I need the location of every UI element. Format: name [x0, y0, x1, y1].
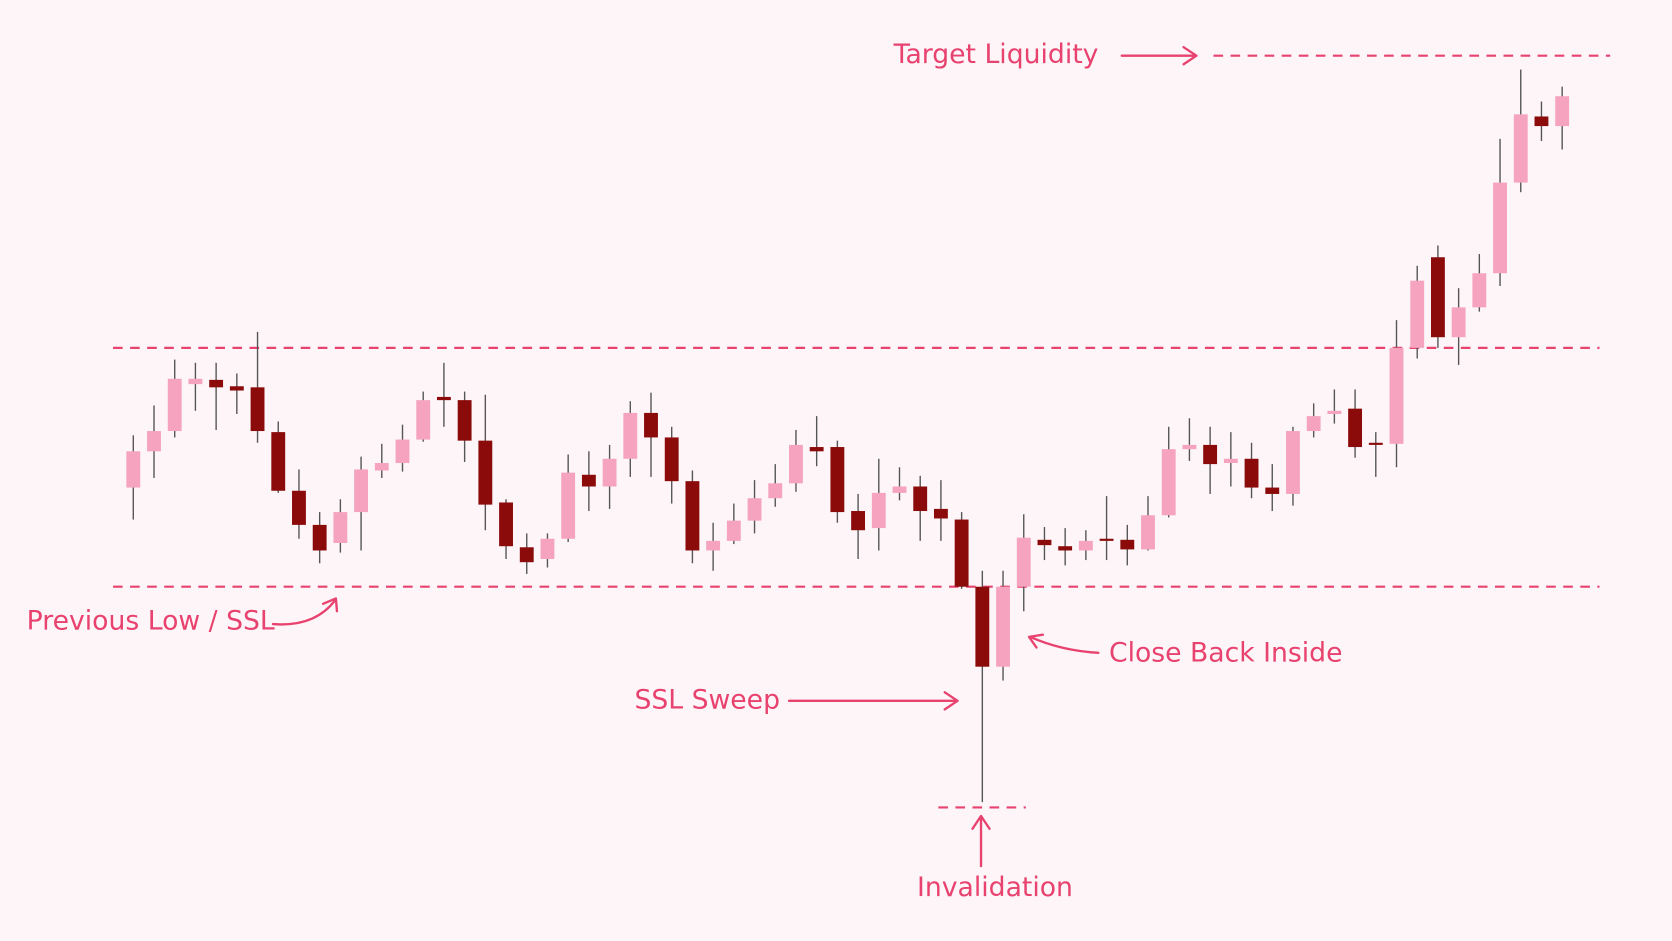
- arrows: [271, 45, 1198, 868]
- candle-body: [602, 458, 617, 487]
- candle-body: [1037, 539, 1052, 546]
- candle-body: [1099, 538, 1114, 541]
- candle-body: [706, 540, 721, 551]
- candle-body: [1265, 487, 1280, 494]
- candle-body: [1493, 182, 1507, 274]
- candle-body: [871, 492, 886, 529]
- candle-body: [851, 511, 866, 531]
- arrow: [787, 691, 959, 711]
- candle-body: [1451, 307, 1466, 338]
- candle-body: [188, 378, 203, 385]
- candle-body: [644, 412, 658, 438]
- candle-body: [1016, 537, 1031, 587]
- candle-body: [1203, 444, 1218, 465]
- candle-body: [250, 387, 265, 432]
- annotation: SSL Sweep: [634, 684, 780, 715]
- candle-body: [1286, 431, 1300, 494]
- candle-body: [809, 447, 824, 452]
- candle-body: [354, 469, 369, 513]
- candle-body: [561, 472, 576, 539]
- arrow: [1027, 633, 1100, 655]
- candle-body: [416, 400, 431, 440]
- annotation: Previous Low / SSL: [27, 605, 275, 636]
- annotation: Invalidation: [917, 872, 1073, 903]
- candle-body: [1430, 257, 1445, 338]
- candle-body: [892, 486, 907, 493]
- candle-body: [1513, 114, 1528, 183]
- candle-body: [664, 437, 679, 482]
- candle-body: [685, 481, 700, 551]
- candle-body: [1327, 410, 1342, 414]
- candle-body: [229, 386, 244, 391]
- candle-body: [913, 486, 928, 512]
- candle-body: [167, 378, 182, 432]
- candle-body: [996, 586, 1010, 667]
- candle-body: [954, 519, 969, 587]
- candle-body: [1078, 540, 1093, 551]
- candle-body: [457, 400, 472, 441]
- candle-body: [830, 447, 845, 513]
- candle-body: [540, 538, 555, 560]
- candle-body: [333, 512, 348, 544]
- arrow: [271, 597, 339, 626]
- candle-body: [726, 520, 741, 541]
- candle-body: [768, 483, 783, 499]
- candle-body: [623, 412, 638, 459]
- candle-body: [1058, 546, 1073, 551]
- candle-body: [1141, 515, 1155, 550]
- candle-body: [1534, 116, 1549, 127]
- candle-body: [1306, 416, 1321, 432]
- candle-body: [1120, 539, 1135, 550]
- arrow: [1120, 45, 1198, 66]
- candle-body: [581, 474, 596, 487]
- candle-body: [1182, 444, 1197, 450]
- candle-body: [147, 431, 161, 452]
- candle-body: [747, 498, 762, 521]
- candle-body: [209, 379, 224, 388]
- candle-body: [975, 586, 990, 667]
- arrow: [971, 814, 991, 868]
- candle-body: [1244, 458, 1259, 488]
- candle-body: [1389, 347, 1404, 444]
- annotation: Target Liquidity: [893, 39, 1099, 70]
- candle-body: [478, 440, 493, 505]
- candle-body: [933, 508, 948, 519]
- candle-body: [789, 444, 803, 484]
- candle-body: [312, 524, 327, 551]
- candle-body: [1368, 442, 1383, 445]
- candle-body: [1223, 458, 1238, 464]
- candle-body: [519, 547, 534, 563]
- candle-body: [1555, 96, 1570, 127]
- candle-body: [374, 463, 389, 471]
- candle-body: [1348, 408, 1363, 448]
- candle-body: [292, 490, 306, 525]
- candle-body: [1472, 273, 1487, 308]
- candle-body: [1410, 280, 1425, 348]
- candle-body: [271, 432, 286, 491]
- candle-body: [436, 396, 451, 401]
- candle-body: [499, 502, 513, 547]
- candle-body: [126, 451, 141, 488]
- plot: [113, 54, 1611, 809]
- annotation: Close Back Inside: [1109, 637, 1343, 668]
- candle-body: [1161, 449, 1176, 516]
- candle-body: [395, 439, 410, 464]
